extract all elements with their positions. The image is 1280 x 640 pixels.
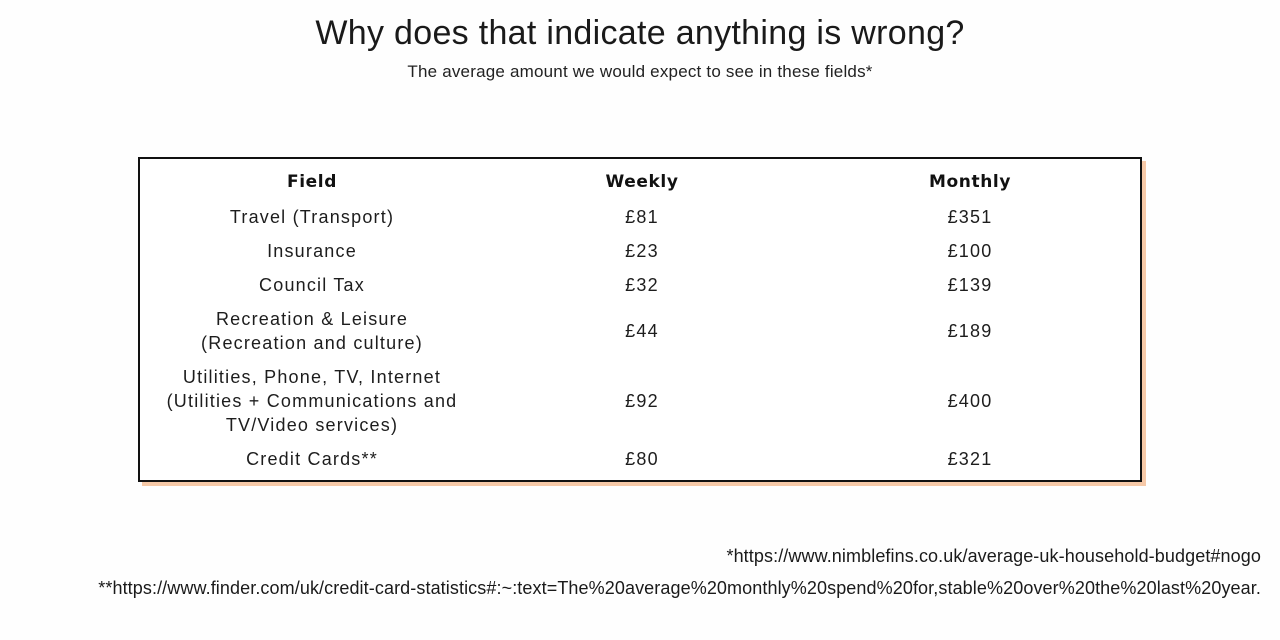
page-subtitle: The average amount we would expect to se… bbox=[407, 62, 873, 81]
monthly-cell: £400 bbox=[947, 391, 993, 411]
column-header-monthly: Monthly bbox=[928, 172, 1012, 192]
table-row: Utilities, Phone, TV, Internet (Utilitie… bbox=[140, 365, 1140, 447]
weekly-cell: £92 bbox=[625, 391, 659, 411]
weekly-cell: £44 bbox=[625, 321, 659, 341]
weekly-cell: £23 bbox=[625, 241, 659, 261]
budget-table: Field Weekly Monthly Travel (Transport) … bbox=[140, 171, 1140, 481]
field-label: Credit Cards** bbox=[246, 449, 378, 469]
budget-table-card: Field Weekly Monthly Travel (Transport) … bbox=[138, 157, 1142, 482]
field-cell: Insurance bbox=[140, 239, 484, 273]
field-sublabel: (Recreation and culture) bbox=[201, 333, 423, 353]
field-label: Insurance bbox=[267, 241, 357, 261]
table-row: Recreation & Leisure (Recreation and cul… bbox=[140, 307, 1140, 365]
weekly-cell: £80 bbox=[625, 449, 659, 469]
field-sublabel: (Utilities + Communications and bbox=[166, 391, 458, 411]
weekly-cell: £32 bbox=[625, 275, 659, 295]
table-header-row: Field Weekly Monthly bbox=[140, 171, 1140, 205]
field-cell: Council Tax bbox=[140, 273, 484, 307]
weekly-cell: £81 bbox=[625, 207, 659, 227]
page-title: Why does that indicate anything is wrong… bbox=[315, 14, 965, 52]
footnote-source-nimblefins: *https://www.nimblefins.co.uk/average-uk… bbox=[726, 546, 1261, 566]
field-cell: Credit Cards** bbox=[140, 447, 484, 481]
field-cell: Utilities, Phone, TV, Internet (Utilitie… bbox=[140, 365, 484, 447]
monthly-cell: £100 bbox=[947, 241, 993, 261]
footnote-source-finder: **https://www.finder.com/uk/credit-card-… bbox=[98, 578, 1261, 598]
monthly-cell: £139 bbox=[947, 275, 993, 295]
table-row: Credit Cards** £80 £321 bbox=[140, 447, 1140, 481]
field-cell: Recreation & Leisure (Recreation and cul… bbox=[140, 307, 484, 365]
field-label: Travel (Transport) bbox=[229, 207, 395, 227]
monthly-cell: £321 bbox=[947, 449, 993, 469]
column-header-field: Field bbox=[287, 172, 337, 192]
column-header-weekly: Weekly bbox=[605, 172, 679, 192]
field-cell: Travel (Transport) bbox=[140, 205, 484, 239]
field-label: Council Tax bbox=[259, 275, 365, 295]
field-label: Recreation & Leisure bbox=[215, 309, 409, 329]
table-row: Council Tax £32 £139 bbox=[140, 273, 1140, 307]
monthly-cell: £351 bbox=[947, 207, 993, 227]
field-sublabel: TV/Video services) bbox=[225, 415, 399, 435]
field-label: Utilities, Phone, TV, Internet bbox=[182, 367, 442, 387]
monthly-cell: £189 bbox=[947, 321, 993, 341]
table-row: Travel (Transport) £81 £351 bbox=[140, 205, 1140, 239]
table-row: Insurance £23 £100 bbox=[140, 239, 1140, 273]
